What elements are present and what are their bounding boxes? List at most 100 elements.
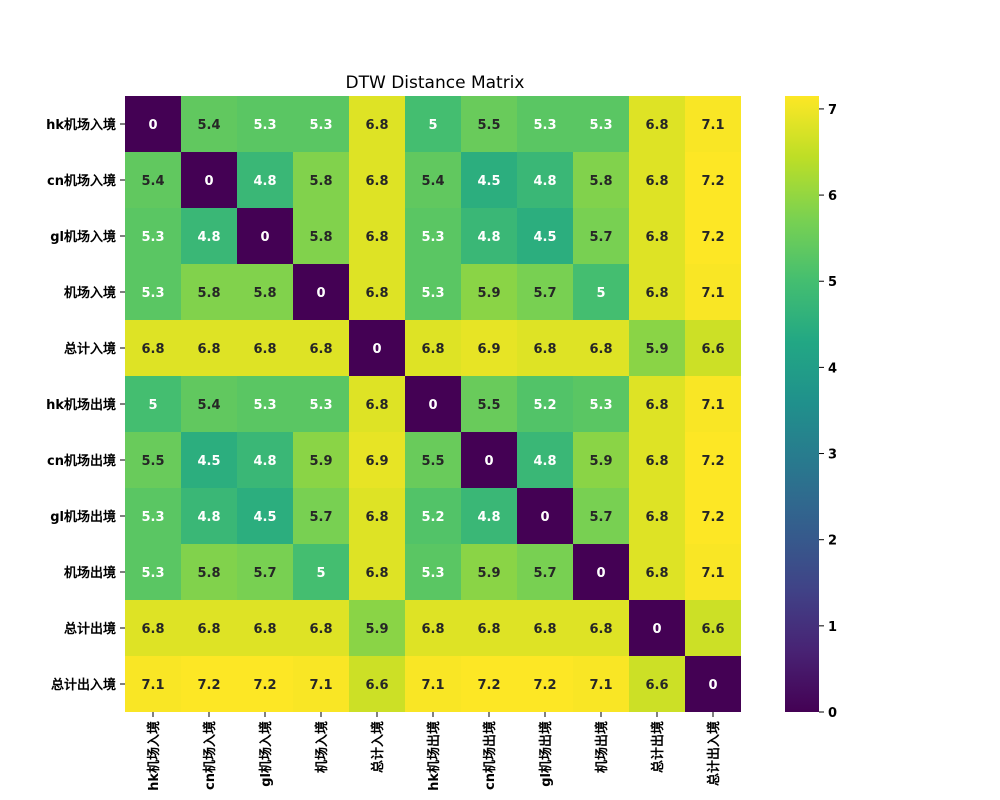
cell-value-label: 5.8 — [197, 566, 220, 581]
heatmap-cell — [293, 96, 349, 152]
cell-value-label: 5 — [316, 566, 325, 581]
cell-value-label: 6.8 — [645, 174, 668, 189]
cell-value-label: 5.5 — [477, 118, 500, 133]
cell-value-label: 5 — [596, 286, 605, 301]
cell-value-label: 5.7 — [253, 566, 276, 581]
x-tick-label: 机场入境 — [314, 721, 330, 773]
cell-value-label: 7.2 — [533, 678, 556, 693]
heatmap-cell — [629, 96, 685, 152]
heatmap-cell — [685, 544, 741, 600]
cell-value-label: 7.1 — [701, 286, 724, 301]
cell-value-label: 5.8 — [309, 174, 332, 189]
x-tick-label: cn机场出境 — [482, 721, 498, 790]
cell-value-label: 7.1 — [701, 566, 724, 581]
heatmap-cell — [125, 376, 181, 432]
x-tick-label: 总计入境 — [370, 721, 386, 773]
x-tick-label: hk机场出境 — [426, 721, 442, 791]
cell-value-label: 5.3 — [421, 230, 444, 245]
heatmap-cell — [573, 96, 629, 152]
heatmap-cell — [573, 488, 629, 544]
heatmap-cell — [181, 432, 237, 488]
cell-value-label: 5.9 — [309, 454, 332, 469]
cell-value-label: 6.8 — [645, 454, 668, 469]
x-tick-label: gl机场入境 — [258, 721, 274, 787]
cell-value-label: 6.6 — [701, 342, 724, 357]
heatmap-cell — [629, 488, 685, 544]
heatmap-cell — [349, 320, 405, 376]
heatmap-cell — [181, 600, 237, 656]
cell-value-label: 6.8 — [645, 566, 668, 581]
x-tick-label: hk机场入境 — [146, 721, 162, 791]
cell-value-label: 0 — [540, 510, 549, 525]
cell-value-label: 5.7 — [309, 510, 332, 525]
colorbar-tick-label: 5 — [828, 275, 837, 290]
colorbar-tick-label: 7 — [828, 103, 837, 118]
y-tick-label: 机场入境 — [64, 285, 116, 301]
heatmap-cell — [293, 208, 349, 264]
cell-value-label: 6.8 — [645, 398, 668, 413]
cell-value-label: 5.3 — [141, 566, 164, 581]
cell-value-label: 4.8 — [253, 174, 276, 189]
heatmap-cell — [125, 656, 181, 712]
cell-value-label: 7.2 — [253, 678, 276, 693]
y-tick-label: hk机场入境 — [46, 117, 116, 133]
x-tick-label: cn机场入境 — [202, 721, 218, 790]
heatmap-cell — [349, 488, 405, 544]
heatmap-cell — [517, 96, 573, 152]
heatmap-cell — [629, 432, 685, 488]
heatmap-cell — [685, 600, 741, 656]
heatmap-cells: 0 5.4 5.3 5.3 6.8 5 5.5 5.3 5.3 6.8 7.1 5.4 0 4.8 5.8 6… — [125, 96, 741, 712]
heatmap-cell — [461, 432, 517, 488]
cell-value-label: 5.5 — [477, 398, 500, 413]
cell-value-label: 6.8 — [589, 622, 612, 637]
heatmap-cell — [293, 432, 349, 488]
x-tick-label: 机场出境 — [594, 721, 610, 773]
heatmap-cell — [517, 264, 573, 320]
heatmap-cell — [685, 656, 741, 712]
cell-value-label: 4.5 — [477, 174, 500, 189]
cell-value-label: 6.8 — [645, 510, 668, 525]
heatmap-cell — [573, 376, 629, 432]
heatmap-cell — [349, 152, 405, 208]
heatmap-cell — [181, 152, 237, 208]
cell-value-label: 4.8 — [197, 510, 220, 525]
heatmap-cell — [517, 600, 573, 656]
heatmap-cell — [573, 544, 629, 600]
cell-value-label: 6.8 — [141, 342, 164, 357]
heatmap-cell — [629, 152, 685, 208]
heatmap-cell — [405, 96, 461, 152]
cell-value-label: 0 — [428, 398, 437, 413]
heatmap-cell — [125, 264, 181, 320]
heatmap-cell — [517, 208, 573, 264]
heatmap-cell — [349, 264, 405, 320]
heatmap-cell — [125, 208, 181, 264]
heatmap-cell — [181, 264, 237, 320]
heatmap-cell — [181, 376, 237, 432]
cell-value-label: 0 — [372, 342, 381, 357]
heatmap-cell — [237, 432, 293, 488]
cell-value-label: 4.8 — [253, 454, 276, 469]
cell-value-label: 5.7 — [533, 286, 556, 301]
heatmap-cell — [685, 488, 741, 544]
cell-value-label: 0 — [484, 454, 493, 469]
cell-value-label: 5.9 — [477, 286, 500, 301]
chart-title: DTW Distance Matrix — [346, 73, 525, 93]
colorbar-tick-label: 3 — [828, 448, 837, 463]
cell-value-label: 0 — [204, 174, 213, 189]
cell-value-label: 7.1 — [421, 678, 444, 693]
heatmap-cell — [125, 96, 181, 152]
cell-value-label: 6.8 — [197, 342, 220, 357]
heatmap-cell — [573, 320, 629, 376]
heatmap-cell — [461, 152, 517, 208]
cell-value-label: 6.8 — [365, 510, 388, 525]
y-tick-label: 总计出入境 — [51, 677, 116, 693]
cell-value-label: 5.3 — [253, 118, 276, 133]
cell-value-label: 6.8 — [421, 342, 444, 357]
cell-value-label: 5.3 — [589, 398, 612, 413]
cell-value-label: 5.8 — [589, 174, 612, 189]
heatmap-cell — [461, 376, 517, 432]
cell-value-label: 5.3 — [141, 286, 164, 301]
cell-value-label: 5.9 — [365, 622, 388, 637]
heatmap-cell — [573, 656, 629, 712]
